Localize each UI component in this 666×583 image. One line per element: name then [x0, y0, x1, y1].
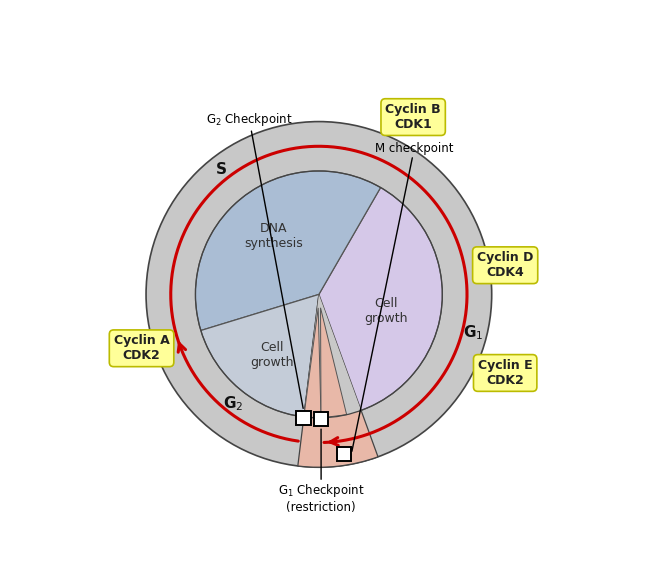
Text: G$_1$ Checkpoint
(restriction): G$_1$ Checkpoint (restriction) — [278, 429, 364, 514]
FancyBboxPatch shape — [337, 447, 352, 461]
Text: DNA
synthesis: DNA synthesis — [244, 222, 302, 250]
Wedge shape — [201, 294, 319, 417]
Text: M checkpoint: M checkpoint — [352, 142, 454, 451]
Text: Cell
growth: Cell growth — [250, 340, 294, 368]
FancyBboxPatch shape — [314, 412, 328, 426]
Wedge shape — [304, 294, 361, 418]
Text: Cell
growth: Cell growth — [365, 297, 408, 325]
Wedge shape — [195, 171, 380, 331]
Text: G$_2$: G$_2$ — [223, 395, 243, 413]
Polygon shape — [304, 308, 321, 418]
Text: G$_2$ Checkpoint: G$_2$ Checkpoint — [206, 111, 303, 408]
Circle shape — [146, 122, 492, 467]
Text: S: S — [216, 162, 227, 177]
Text: Cyclin A
CDK2: Cyclin A CDK2 — [114, 334, 169, 362]
Text: Cyclin E
CDK2: Cyclin E CDK2 — [478, 359, 533, 387]
Polygon shape — [320, 308, 346, 418]
Wedge shape — [298, 294, 378, 467]
Text: Cyclin B
CDK1: Cyclin B CDK1 — [386, 103, 441, 131]
FancyBboxPatch shape — [296, 411, 311, 426]
Text: G$_1$: G$_1$ — [464, 324, 484, 342]
Text: Cyclin D
CDK4: Cyclin D CDK4 — [477, 251, 533, 279]
Wedge shape — [319, 188, 442, 418]
